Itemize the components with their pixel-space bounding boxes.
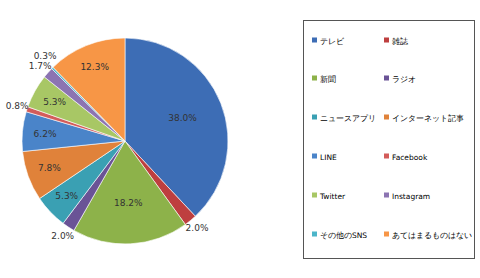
data-label: 7.8% — [38, 163, 61, 173]
legend-swatch — [312, 76, 317, 81]
legend-label: ニュースアプリ — [320, 114, 376, 123]
data-label: 6.2% — [34, 129, 57, 139]
data-label: 5.3% — [43, 97, 66, 107]
legend-swatch — [312, 38, 317, 43]
legend-label: 新聞 — [320, 75, 336, 84]
legend-swatch — [312, 115, 317, 120]
legend-swatch — [384, 193, 389, 198]
data-label: 5.3% — [55, 191, 78, 201]
legend-label: ラジオ — [392, 75, 416, 84]
legend-label: あてはまるものはない — [392, 231, 472, 240]
data-label: 0.3% — [34, 51, 57, 61]
legend-label: LINE — [320, 153, 337, 162]
legend: テレビ 雑誌新聞 ラジオニュースアプリ インターネット記事 LINE Facebook Tw… — [304, 21, 475, 259]
legend-box — [304, 21, 475, 259]
legend-swatch — [384, 154, 389, 159]
pie — [22, 38, 228, 244]
data-label: 2.0% — [51, 231, 74, 241]
legend-label: その他のSNS — [320, 231, 367, 240]
legend-swatch — [312, 193, 317, 198]
data-label: 18.2% — [114, 198, 143, 208]
legend-swatch — [312, 232, 317, 237]
chart-svg: 38.0% 2.0% 18.2% 2.0% 5.3% 7.8% 6.2% 0.8% 5.3% 1.… — [0, 0, 480, 278]
legend-swatch — [384, 232, 389, 237]
legend-label: インターネット記事 — [392, 114, 464, 123]
data-label: 0.8% — [6, 101, 29, 111]
legend-label: Twitter — [319, 192, 346, 201]
legend-swatch — [384, 76, 389, 81]
legend-label: Instagram — [392, 192, 430, 201]
data-label: 1.7% — [29, 61, 52, 71]
legend-label: 雑誌 — [392, 37, 408, 46]
chart-container: 38.0% 2.0% 18.2% 2.0% 5.3% 7.8% 6.2% 0.8% 5.3% 1.… — [0, 0, 480, 278]
data-label: 38.0% — [168, 113, 197, 123]
legend-swatch — [312, 154, 317, 159]
pie-slice — [53, 38, 125, 141]
legend-swatch — [384, 115, 389, 120]
legend-label: テレビ — [320, 37, 345, 46]
legend-label: Facebook — [392, 153, 428, 162]
legend-swatch — [384, 38, 389, 43]
data-label: 12.3% — [80, 62, 109, 72]
data-labels: 38.0% 2.0% 18.2% 2.0% 5.3% 7.8% 6.2% 0.8% 5.3% 1.… — [6, 51, 209, 241]
data-label: 2.0% — [186, 223, 209, 233]
